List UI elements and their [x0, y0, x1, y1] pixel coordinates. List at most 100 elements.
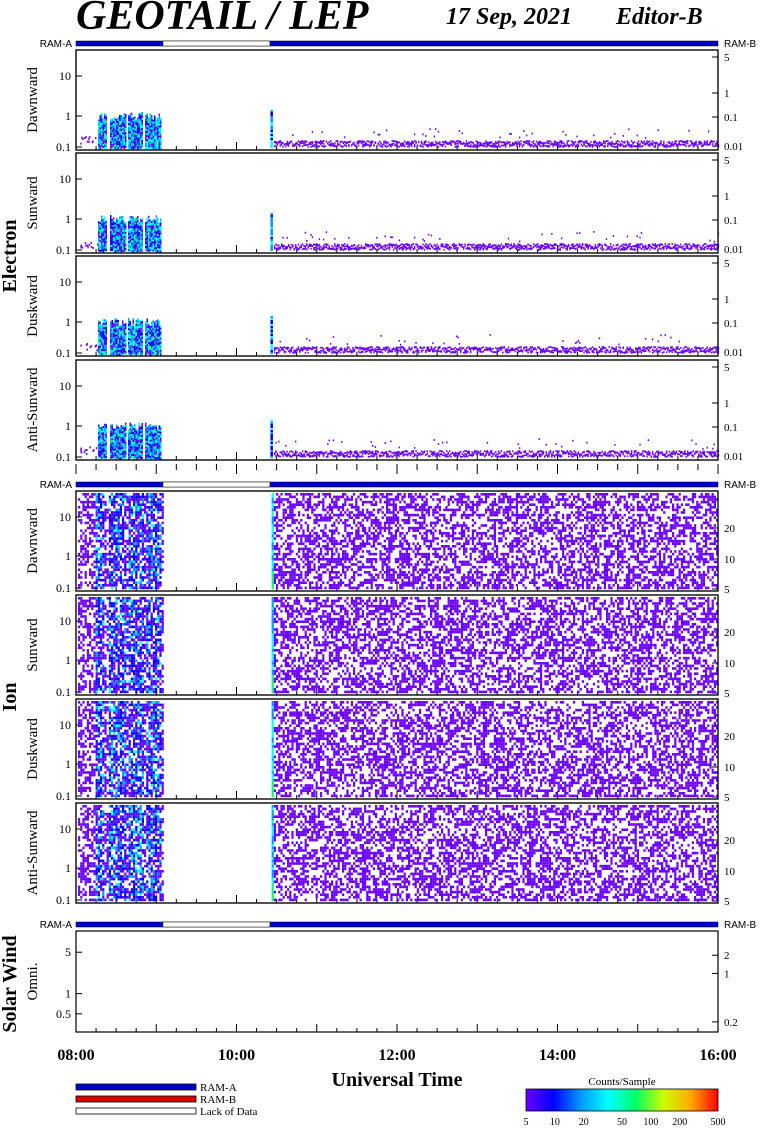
spectrogram-cell — [137, 147, 139, 150]
spectrogram-cell — [465, 140, 468, 143]
spectrogram-cell — [149, 137, 151, 140]
electron-ram-b-label: RAM-B — [724, 39, 757, 50]
spectrogram-cell — [270, 346, 273, 348]
spectrogram-cell — [457, 348, 459, 351]
spectrogram-cell — [132, 232, 134, 235]
spectrogram-cell — [119, 224, 121, 227]
spectrogram-cell — [270, 316, 273, 318]
spectrogram-cell — [145, 126, 147, 129]
spectrogram-cell — [158, 244, 160, 247]
spectrogram-cell — [98, 322, 100, 325]
spectrogram-cell — [497, 145, 500, 148]
spectrogram-cell — [402, 245, 405, 248]
spectrogram-cell — [569, 248, 571, 251]
spectrogram-cell — [537, 243, 539, 245]
spectrogram-cell — [137, 330, 139, 333]
spectrogram-cell — [287, 350, 290, 353]
spectrogram-cell — [560, 144, 563, 147]
spectrogram-cell — [151, 343, 153, 346]
spectrogram-cell — [629, 144, 631, 147]
spectrogram-cell — [102, 118, 104, 121]
spectrogram-cell — [370, 348, 372, 351]
spectrogram-cell — [125, 114, 127, 117]
spectrogram-cell — [123, 229, 125, 232]
spectrogram-cell — [688, 144, 690, 147]
spectrogram-cell — [132, 236, 134, 239]
spectrogram-cell — [123, 119, 125, 122]
spectrogram-cell — [485, 346, 487, 349]
spectrogram-cell — [122, 124, 124, 127]
spectrogram-cell — [137, 340, 139, 343]
spectrogram-cell — [131, 242, 133, 245]
spectrogram-cell — [151, 353, 153, 356]
spectrogram-cell — [140, 124, 142, 127]
spectrogram-cell — [125, 329, 127, 332]
spectrogram-cell — [135, 233, 137, 236]
spectrogram-cell — [566, 349, 568, 352]
spectrogram-cell — [128, 145, 130, 148]
spectrogram-cell — [465, 144, 468, 147]
spectrogram-cell — [113, 239, 115, 242]
spectrogram-cell — [152, 129, 154, 132]
spectrogram-cell — [104, 146, 106, 149]
spectrogram-cell — [99, 327, 101, 330]
spectrogram-cell — [122, 132, 124, 135]
spectrogram-cell — [637, 140, 640, 143]
spectrogram-cell — [562, 347, 564, 349]
spectrogram-cell — [286, 246, 288, 248]
spectrogram-cell — [137, 344, 139, 347]
spectrogram-cell — [485, 348, 487, 351]
spectrogram-cell — [151, 323, 153, 326]
spectrogram-cell — [574, 342, 577, 344]
spectrogram-cell — [332, 350, 335, 353]
spectrogram-cell — [141, 328, 143, 331]
spectrogram-cell — [137, 127, 139, 130]
spectrogram-cell — [86, 348, 89, 351]
spectrogram-cell — [110, 339, 112, 342]
spectrogram-cell — [311, 245, 314, 247]
spectrogram-cell — [132, 135, 134, 138]
spectrogram-cell — [105, 330, 107, 333]
spectrogram-cell — [154, 219, 156, 222]
spectrogram-cell — [541, 246, 543, 249]
spectrogram-cell — [496, 347, 498, 350]
spectrogram-cell — [123, 145, 125, 148]
spectrogram-cell — [113, 129, 115, 132]
spectrogram-cell — [113, 231, 115, 234]
spectrogram-cell — [651, 243, 654, 246]
spectrogram-cell — [506, 351, 508, 354]
spectrogram-cell — [110, 235, 112, 238]
spectrogram-cell — [141, 336, 143, 339]
spectrogram-cell — [614, 347, 616, 350]
spectrogram-cell — [609, 243, 612, 245]
spectrogram-cell — [579, 350, 581, 353]
spectrogram-cell — [132, 238, 134, 241]
spectrogram-cell — [556, 351, 559, 353]
spectrogram-cell — [113, 351, 115, 354]
spectrogram-cell — [601, 143, 603, 146]
spectrogram-cell — [120, 242, 122, 245]
spectrogram-cell — [154, 241, 156, 244]
spectrogram-cell — [401, 351, 403, 354]
spectrogram-cell — [145, 144, 147, 147]
spectrogram-cell — [148, 245, 150, 248]
spectrogram-cell — [119, 216, 121, 219]
spectrogram-cell — [155, 332, 157, 335]
spectrogram-cell — [609, 349, 612, 352]
chart-editor: Editor-B — [616, 4, 703, 31]
spectrogram-cell — [371, 248, 374, 250]
spectrogram-cell — [148, 247, 150, 250]
spectrogram-cell — [437, 130, 440, 133]
spectrogram-cell — [138, 119, 140, 122]
spectrogram-cell — [555, 349, 557, 352]
spectrogram-cell — [135, 245, 137, 248]
spectrogram-cell — [577, 141, 580, 144]
spectrogram-cell — [113, 331, 115, 334]
spectrogram-cell — [614, 350, 616, 353]
spectrogram-cell — [360, 246, 363, 249]
spectrogram-cell — [86, 244, 89, 247]
spectrogram-cell — [141, 332, 143, 335]
spectrogram-cell — [342, 245, 344, 247]
spectrogram-cell — [598, 243, 601, 246]
spectrogram-cell — [412, 142, 414, 145]
